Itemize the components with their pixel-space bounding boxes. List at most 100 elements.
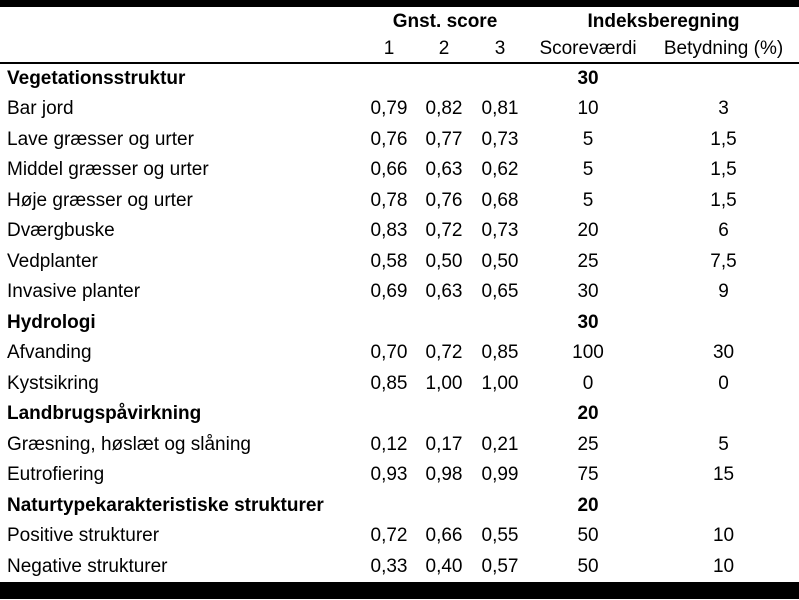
score-3-cell: 0,68 xyxy=(481,189,519,211)
indeksberegning-group-header: Indeksberegning xyxy=(587,10,740,32)
scorevaerdi-cell: 10 xyxy=(577,98,599,120)
table-row: Lave græsser og urter 0,76 0,77 0,73 5 1… xyxy=(0,124,799,155)
score-2-cell: 0,66 xyxy=(425,525,463,547)
betydning-cell xyxy=(648,63,799,94)
table-row: Invasive planter 0,69 0,63 0,65 30 9 xyxy=(0,277,799,308)
score-1-cell: 0,58 xyxy=(370,250,408,272)
score-2-cell: 0,77 xyxy=(425,128,463,150)
score-1-cell: 0,85 xyxy=(370,372,408,394)
score-2-cell xyxy=(416,490,472,521)
empty-header-cell xyxy=(0,7,362,35)
score-2-cell: 1,00 xyxy=(425,372,463,394)
scorevaerdi-cell: 5 xyxy=(582,189,594,211)
scorevaerdi-cell: 50 xyxy=(577,525,599,547)
row-label: Dværgbuske xyxy=(7,220,115,242)
scorevaerdi-cell: 5 xyxy=(582,159,594,181)
score-1-cell xyxy=(362,63,416,94)
row-label: Landbrugspåvirkning xyxy=(7,403,202,425)
row-label: Middel græsser og urter xyxy=(7,159,209,181)
row-label: Positive strukturer xyxy=(7,525,160,547)
score-1-cell: 0,12 xyxy=(370,433,408,455)
score-3-cell: 0,81 xyxy=(481,98,519,120)
scorevaerdi-header: Scoreværdi xyxy=(528,35,649,64)
betydning-cell: 1,5 xyxy=(710,159,737,181)
row-label: Kystsikring xyxy=(7,372,99,394)
score-2-cell: 0,50 xyxy=(425,250,463,272)
betydning-cell: 6 xyxy=(718,220,729,242)
score-3-cell: 0,57 xyxy=(481,555,519,577)
score-col-2-header: 2 xyxy=(416,35,472,64)
row-label: Bar jord xyxy=(7,98,74,120)
betydning-cell: 5 xyxy=(718,433,729,455)
betydning-cell: 30 xyxy=(712,342,735,364)
scorevaerdi-cell: 25 xyxy=(577,250,599,272)
score-1-cell xyxy=(362,399,416,430)
scorevaerdi-cell: 30 xyxy=(577,68,599,90)
section-row: Hydrologi 30 xyxy=(0,307,799,338)
table-row: Græsning, høslæt og slåning 0,12 0,17 0,… xyxy=(0,429,799,460)
score-3-cell xyxy=(472,307,528,338)
score-3-cell: 0,50 xyxy=(481,250,519,272)
row-label: Høje græsser og urter xyxy=(7,189,193,211)
score-1-cell: 0,69 xyxy=(370,281,408,303)
row-label: Afvanding xyxy=(7,342,92,364)
scorevaerdi-cell: 30 xyxy=(577,311,599,333)
score-col-1-header: 1 xyxy=(362,35,416,64)
betydning-cell: 10 xyxy=(712,525,735,547)
score-2-cell: 0,98 xyxy=(425,464,463,486)
scorevaerdi-cell: 20 xyxy=(577,403,599,425)
score-2-cell: 0,72 xyxy=(425,342,463,364)
row-label: Vedplanter xyxy=(7,250,98,272)
betydning-cell: 7,5 xyxy=(710,250,737,272)
score-3-cell: 0,85 xyxy=(481,342,519,364)
score-1-cell: 0,33 xyxy=(370,555,408,577)
score-col-3-header: 3 xyxy=(472,35,529,64)
table-header: Gnst. score Indeksberegning 1 2 3 Scorev… xyxy=(0,7,799,64)
betydning-cell xyxy=(648,307,799,338)
empty-header-cell xyxy=(0,35,362,64)
score-2-cell xyxy=(416,307,472,338)
betydning-cell: 0 xyxy=(718,372,729,394)
betydning-cell xyxy=(648,399,799,430)
score-2-cell: 0,63 xyxy=(425,159,463,181)
gnst-score-group-header: Gnst. score xyxy=(392,10,498,32)
betydning-cell xyxy=(648,490,799,521)
table-row: Vedplanter 0,58 0,50 0,50 25 7,5 xyxy=(0,246,799,277)
score-3-cell: 0,21 xyxy=(481,433,519,455)
table-row: Positive strukturer 0,72 0,66 0,55 50 10 xyxy=(0,521,799,552)
score-2-cell: 0,17 xyxy=(425,433,463,455)
score-1-cell: 0,70 xyxy=(370,342,408,364)
header-group-row: Gnst. score Indeksberegning xyxy=(0,7,799,35)
table-row: Kystsikring 0,85 1,00 1,00 0 0 xyxy=(0,368,799,399)
table-body: Vegetationsstruktur 30 Bar jord 0,79 0,8… xyxy=(0,63,799,582)
betydning-cell: 10 xyxy=(712,555,735,577)
score-3-cell: 0,99 xyxy=(481,464,519,486)
score-2-cell: 0,82 xyxy=(425,98,463,120)
score-1-cell: 0,93 xyxy=(370,464,408,486)
section-row: Landbrugspåvirkning 20 xyxy=(0,399,799,430)
score-2-cell xyxy=(416,63,472,94)
score-3-cell: 0,62 xyxy=(481,159,519,181)
scorevaerdi-cell: 75 xyxy=(577,464,599,486)
table-row: Middel græsser og urter 0,66 0,63 0,62 5… xyxy=(0,155,799,186)
betydning-cell: 9 xyxy=(718,281,729,303)
score-3-cell: 1,00 xyxy=(481,372,519,394)
score-3-cell: 0,73 xyxy=(481,128,519,150)
score-3-cell: 0,65 xyxy=(481,281,519,303)
score-3-cell xyxy=(472,63,528,94)
table-row: Eutrofiering 0,93 0,98 0,99 75 15 xyxy=(0,460,799,491)
scorevaerdi-cell: 50 xyxy=(577,555,599,577)
row-label: Vegetationsstruktur xyxy=(7,68,186,90)
score-2-cell: 0,72 xyxy=(425,220,463,242)
score-3-cell: 0,73 xyxy=(481,220,519,242)
table-row: Afvanding 0,70 0,72 0,85 100 30 xyxy=(0,338,799,369)
scorevaerdi-cell: 0 xyxy=(582,372,594,394)
score-1-cell: 0,83 xyxy=(370,220,408,242)
scorevaerdi-cell: 25 xyxy=(577,433,599,455)
row-label: Eutrofiering xyxy=(7,464,105,486)
scorevaerdi-cell: 20 xyxy=(577,220,599,242)
score-1-cell xyxy=(362,490,416,521)
scorevaerdi-cell: 5 xyxy=(582,128,594,150)
score-1-cell: 0,76 xyxy=(370,128,408,150)
